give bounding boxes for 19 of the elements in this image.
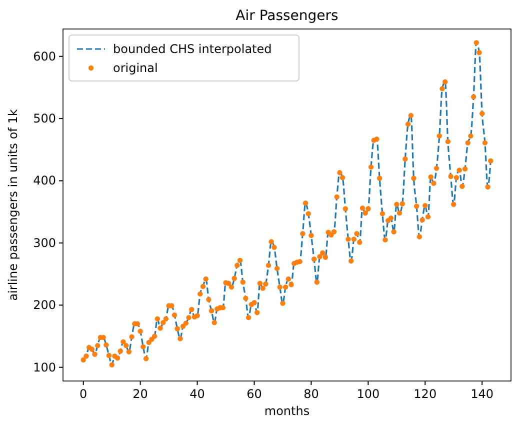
legend-label: bounded CHS interpolated xyxy=(113,42,272,56)
x-axis-title: months xyxy=(264,404,310,418)
y-tick-label: 600 xyxy=(33,49,56,64)
y-tick-label: 500 xyxy=(33,112,56,126)
x-tick-label: 140 xyxy=(470,387,494,401)
x-tick-label: 40 xyxy=(190,387,205,401)
x-tick-label: 0 xyxy=(80,387,88,401)
x-tick-label: 60 xyxy=(246,387,262,401)
x-tick-label: 80 xyxy=(304,387,319,401)
x-tick-label: 100 xyxy=(356,387,380,401)
chart-title: Air Passengers xyxy=(236,8,338,24)
y-tick-label: 100 xyxy=(33,360,56,374)
y-axis-title: airline passengers in units of 1k xyxy=(6,109,20,301)
y-tick-label: 400 xyxy=(33,174,56,188)
legend-label: original xyxy=(113,61,158,75)
x-tick-label: 20 xyxy=(132,387,148,401)
x-tick-label: 120 xyxy=(414,387,437,401)
y-tick-label: 200 xyxy=(33,298,56,312)
y-tick-label: 300 xyxy=(33,236,56,250)
